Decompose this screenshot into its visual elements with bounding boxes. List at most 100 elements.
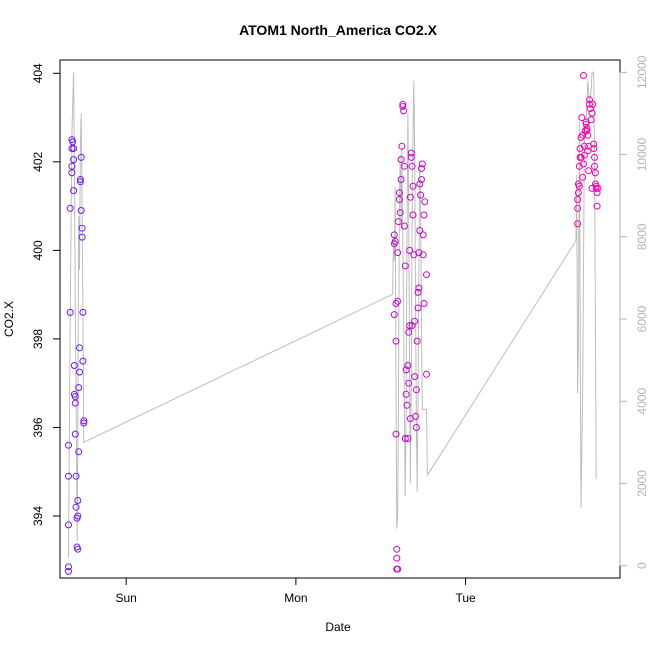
data-point xyxy=(77,153,85,161)
y2-axis: 0 2000 4000 6000 8000 10000 12000 xyxy=(619,55,649,569)
data-point xyxy=(80,417,88,425)
data-point xyxy=(578,114,586,122)
data-point xyxy=(390,311,398,319)
data-point xyxy=(584,131,592,139)
data-point xyxy=(413,337,421,345)
data-point xyxy=(77,207,85,214)
data-point xyxy=(408,162,416,170)
data-point xyxy=(392,300,400,307)
data-point xyxy=(393,554,401,562)
data-point xyxy=(580,160,587,168)
data-point xyxy=(574,204,582,212)
data-point xyxy=(420,211,428,219)
data-point xyxy=(574,220,582,228)
data-point xyxy=(397,176,405,183)
data-point xyxy=(76,178,84,186)
data-point xyxy=(71,430,79,438)
data-point xyxy=(423,271,430,279)
data-point xyxy=(409,211,417,219)
data-point xyxy=(403,401,411,409)
data-point xyxy=(583,125,591,133)
data-point xyxy=(70,362,78,369)
data-point xyxy=(399,100,407,108)
data-point xyxy=(392,430,400,438)
data-point xyxy=(390,231,398,239)
y2-tick-label: 4000 xyxy=(635,388,649,415)
data-point xyxy=(71,393,79,400)
data-point xyxy=(65,472,72,480)
data-point xyxy=(585,167,593,175)
data-point xyxy=(575,182,583,190)
y-axis-label: CO2.X xyxy=(2,301,16,337)
data-point xyxy=(68,162,76,170)
data-point xyxy=(415,249,423,257)
y-tick-label: 404 xyxy=(31,63,45,83)
data-point xyxy=(416,227,424,234)
data-point xyxy=(574,196,582,203)
data-point xyxy=(74,497,82,504)
data-point xyxy=(417,191,425,199)
data-point xyxy=(74,545,82,553)
data-point xyxy=(593,202,601,210)
data-point xyxy=(580,142,588,150)
data-point xyxy=(587,116,595,124)
data-point xyxy=(576,145,584,152)
data-point xyxy=(421,198,429,206)
data-point xyxy=(72,472,80,480)
data-point xyxy=(580,151,588,159)
data-point xyxy=(406,415,414,423)
data-point xyxy=(407,149,415,157)
data-point xyxy=(404,362,412,369)
data-point xyxy=(70,156,78,164)
data-point xyxy=(395,189,403,197)
data-point xyxy=(74,512,82,520)
y2-tick-label: 2000 xyxy=(635,470,649,497)
data-point xyxy=(414,304,422,312)
data-point xyxy=(79,308,87,316)
data-point xyxy=(65,567,72,575)
flight-track-line xyxy=(68,71,597,558)
data-point xyxy=(68,169,76,177)
data-point xyxy=(401,222,408,230)
y-tick-label: 402 xyxy=(31,151,45,171)
data-point xyxy=(396,209,404,217)
data-point xyxy=(80,419,88,427)
data-point xyxy=(588,109,596,117)
data-point xyxy=(72,503,80,511)
y2-tick-label: 12000 xyxy=(635,55,649,89)
data-point xyxy=(412,386,420,394)
data-point xyxy=(394,297,402,305)
data-point xyxy=(582,120,590,128)
data-point xyxy=(408,322,416,330)
data-point xyxy=(79,357,87,365)
y-tick-label: 400 xyxy=(31,240,45,260)
data-point xyxy=(412,424,420,431)
data-point xyxy=(416,180,424,188)
data-point xyxy=(418,160,426,168)
data-point xyxy=(66,204,74,212)
data-point xyxy=(592,182,600,190)
data-point xyxy=(420,300,428,307)
data-point xyxy=(409,182,417,190)
data-point xyxy=(392,337,400,345)
y-tick-label: 396 xyxy=(31,417,45,437)
data-point xyxy=(76,368,83,376)
x-tick-label: Sun xyxy=(116,591,137,605)
chart-title: ATOM1 North_America CO2.X xyxy=(239,22,438,38)
data-point xyxy=(406,193,414,201)
data-point xyxy=(404,435,412,442)
data-point xyxy=(70,145,78,152)
data-point xyxy=(586,100,593,108)
data-point xyxy=(574,189,582,197)
data-point xyxy=(418,165,425,172)
data-point xyxy=(411,373,419,381)
data-point xyxy=(75,448,83,456)
flight-line-path xyxy=(68,71,597,558)
data-point xyxy=(585,142,593,150)
data-point xyxy=(76,176,84,183)
data-point xyxy=(65,521,72,529)
data-point xyxy=(419,251,427,259)
data-point xyxy=(406,246,414,254)
data-point xyxy=(407,153,415,161)
